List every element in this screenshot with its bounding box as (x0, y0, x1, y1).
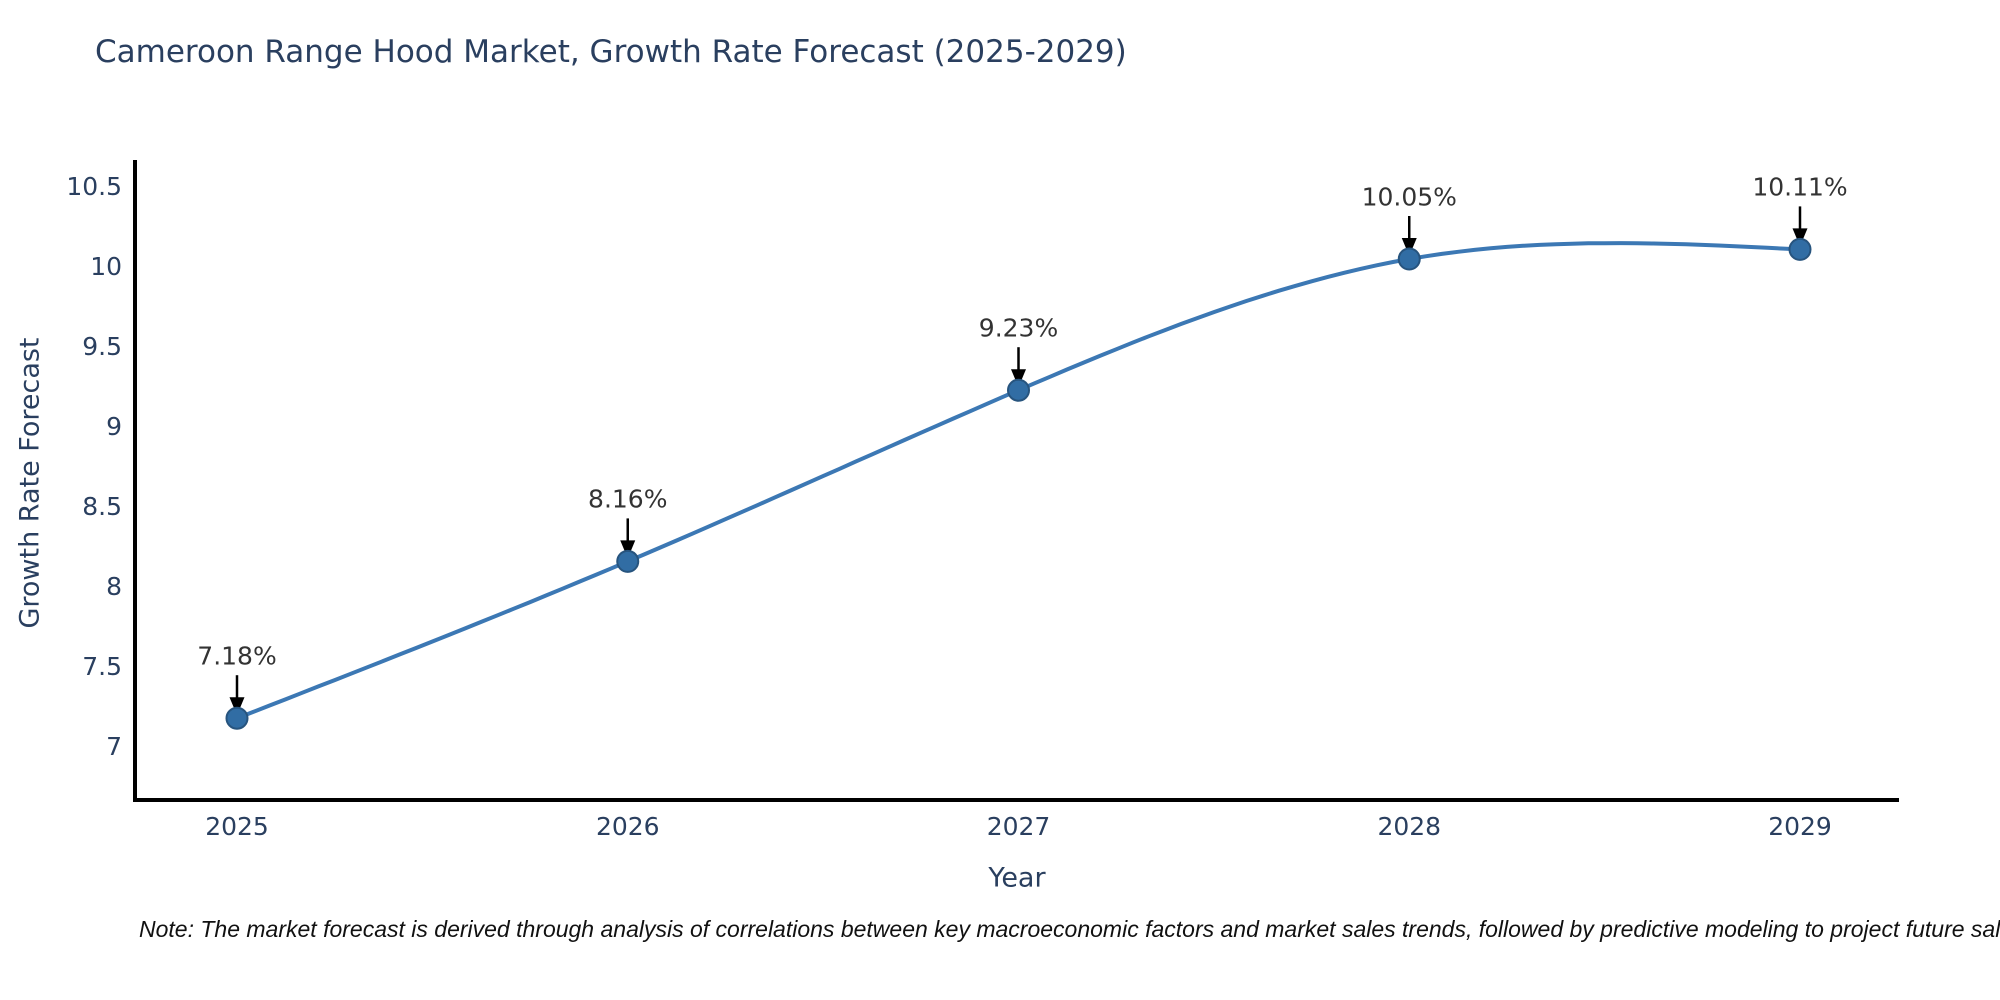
y-axis-tick-label: 9.5 (82, 332, 122, 361)
x-axis-tick-label: 2026 (595, 812, 660, 841)
data-point-label: 8.16% (588, 484, 668, 514)
x-axis-tick-label: 2028 (1377, 812, 1442, 841)
y-axis-tick-label: 8 (106, 572, 122, 601)
annotation-arrowhead (1401, 238, 1417, 256)
data-point-marker (1397, 247, 1421, 271)
data-point-label: 7.18% (197, 641, 277, 671)
x-axis-title: Year (988, 862, 1046, 894)
y-axis-tick-label: 10.5 (66, 172, 122, 201)
y-axis-tick-label: 9 (106, 412, 122, 441)
data-point-marker (1007, 378, 1030, 402)
x-axis-tick-label: 2027 (986, 812, 1051, 841)
y-axis-tick-label: 8.5 (82, 492, 122, 521)
data-point-label: 10.05% (1361, 182, 1457, 212)
y-axis-tick-label: 7.5 (82, 652, 122, 681)
data-point-label: 10.11% (1752, 172, 1848, 202)
y-axis-tick-label: 7 (106, 732, 122, 761)
annotation-arrowhead (1011, 369, 1026, 388)
data-point-label: 9.23% (978, 313, 1059, 343)
data-point-marker (225, 706, 249, 730)
axes-spines (133, 160, 1899, 802)
x-axis-tick-label: 2029 (1768, 812, 1832, 841)
data-point-marker (616, 549, 640, 573)
x-axis-tick-label: 2025 (205, 812, 269, 841)
annotation-arrowhead (229, 697, 245, 716)
y-axis-tick-label: 10 (90, 252, 122, 281)
footnote: Note: The market forecast is derived thr… (139, 916, 2000, 942)
annotation-arrowhead (1792, 228, 1808, 247)
annotation-arrowhead (620, 540, 636, 559)
chart-title: Cameroon Range Hood Market, Growth Rate … (95, 34, 1127, 70)
data-point-marker (1788, 237, 1812, 261)
